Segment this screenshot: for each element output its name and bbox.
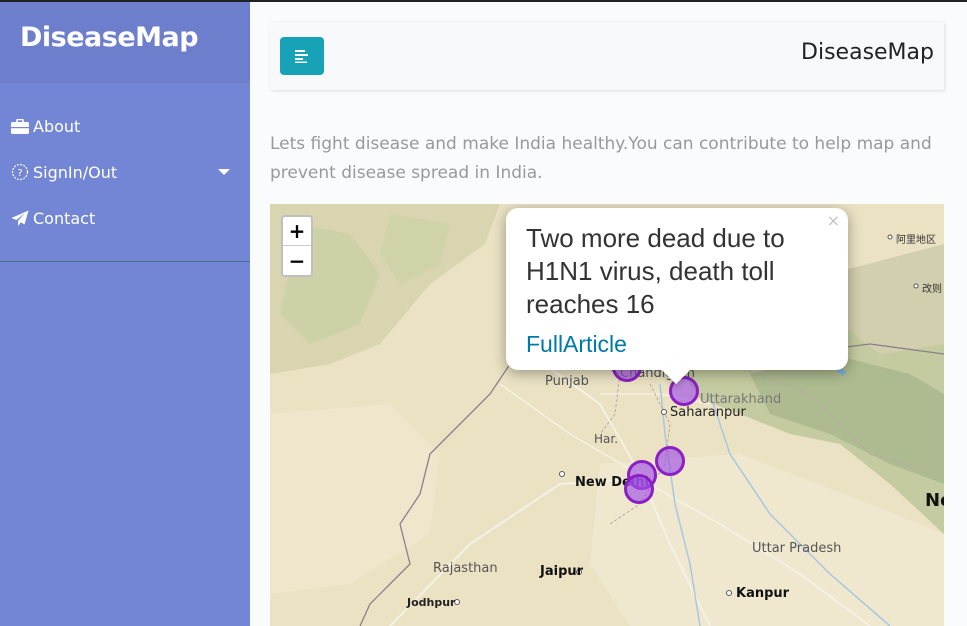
align-left-icon bbox=[295, 50, 308, 63]
disease-map[interactable]: Punjab Chandigarh Uttarakhand Saharanpur… bbox=[270, 204, 944, 626]
briefcase-icon bbox=[10, 117, 30, 135]
intro-text: Lets fight disease and make India health… bbox=[270, 134, 932, 183]
map-label-haryana: Har. bbox=[594, 432, 619, 446]
disease-marker[interactable] bbox=[624, 474, 654, 504]
zoom-in-button[interactable]: + bbox=[283, 217, 311, 246]
map-label-gaize: 改则 bbox=[922, 284, 942, 295]
main-content: DiseaseMap Lets fight disease and make I… bbox=[250, 2, 967, 626]
map-label-saharanpur: Saharanpur bbox=[670, 405, 746, 420]
question-circle-icon: ? bbox=[10, 163, 30, 181]
map-label-kanpur: Kanpur bbox=[736, 586, 790, 601]
map-label-ali: 阿里地区 bbox=[896, 235, 936, 246]
disease-marker[interactable] bbox=[655, 446, 685, 476]
sidebar: DiseaseMap About ? SignIn/Out Contact bbox=[0, 0, 250, 626]
sidebar-item-label: SignIn/Out bbox=[33, 162, 118, 182]
sidebar-item-signin[interactable]: ? SignIn/Out bbox=[0, 149, 250, 195]
window-top-border bbox=[0, 0, 967, 2]
top-navbar: DiseaseMap bbox=[270, 22, 944, 90]
map-label-uttarakhand: Uttarakhand bbox=[700, 392, 782, 407]
map-label-rajasthan: Rajasthan bbox=[433, 561, 498, 576]
chevron-down-icon[interactable] bbox=[218, 169, 230, 175]
full-article-link[interactable]: FullArticle bbox=[526, 331, 627, 357]
zoom-control: + − bbox=[281, 215, 313, 277]
svg-text:?: ? bbox=[17, 168, 22, 179]
map-label-jodhpur: Jodhpur bbox=[407, 596, 456, 609]
map-label-jaipur: Jaipur bbox=[540, 564, 584, 579]
close-icon[interactable]: × bbox=[826, 211, 840, 230]
sidebar-item-about[interactable]: About bbox=[0, 103, 250, 149]
navbar-title[interactable]: DiseaseMap bbox=[801, 40, 934, 65]
sidebar-brand[interactable]: DiseaseMap bbox=[20, 22, 199, 53]
map-label-punjab: Punjab bbox=[545, 374, 589, 389]
popup-headline: Two more dead due to H1N1 virus, death t… bbox=[526, 223, 785, 319]
zoom-out-button[interactable]: − bbox=[288, 248, 306, 273]
sidebar-item-label: About bbox=[33, 116, 81, 136]
paper-plane-icon bbox=[10, 209, 30, 227]
marker-popup: × Two more dead due to H1N1 virus, death… bbox=[506, 208, 848, 385]
sidebar-toggle-button[interactable] bbox=[280, 37, 324, 75]
map-label-nepal: Ne bbox=[925, 490, 944, 511]
sidebar-nav: About ? SignIn/Out Contact bbox=[0, 83, 250, 262]
sidebar-item-label: Contact bbox=[33, 208, 96, 228]
sidebar-header: DiseaseMap bbox=[0, 0, 250, 83]
sidebar-item-contact[interactable]: Contact bbox=[0, 195, 250, 241]
map-label-uttar-pradesh: Uttar Pradesh bbox=[752, 541, 842, 556]
